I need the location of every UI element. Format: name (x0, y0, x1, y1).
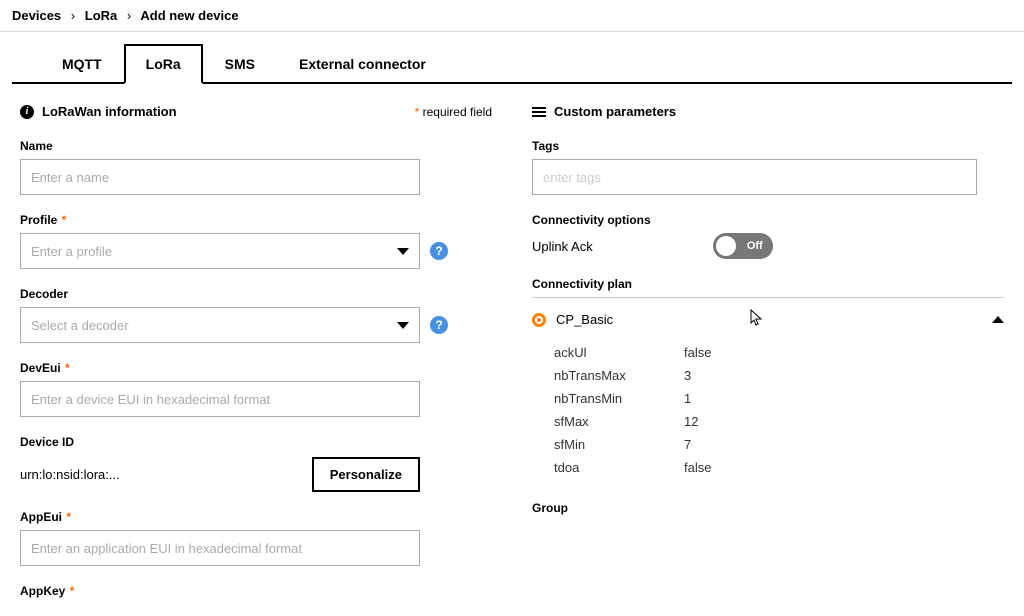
profile-select[interactable]: Enter a profile (20, 233, 420, 269)
uplink-ack-label: Uplink Ack (532, 239, 593, 254)
plan-name: CP_Basic (556, 312, 613, 327)
toggle-off-label: Off (747, 240, 763, 252)
connectivity-plan-label: Connectivity plan (532, 277, 1004, 291)
deviceid-value: urn:lo:nsid:lora:... (20, 467, 120, 482)
breadcrumb-sep: › (127, 8, 131, 23)
tab-mqtt[interactable]: MQTT (40, 44, 124, 84)
breadcrumb-sep: › (71, 8, 75, 23)
lorawan-info-section: i LoRaWan information * required field N… (20, 104, 492, 616)
breadcrumb: Devices › LoRa › Add new device (0, 0, 1024, 32)
appeui-label: AppEui * (20, 510, 492, 524)
tab-sms[interactable]: SMS (203, 44, 277, 84)
plan-details: ackUlfalse nbTransMax3 nbTransMin1 sfMax… (532, 329, 1004, 479)
plan-row: ackUlfalse (554, 341, 1004, 364)
uplink-ack-toggle[interactable]: Off (713, 233, 773, 259)
chevron-down-icon (397, 248, 409, 255)
tags-label: Tags (532, 139, 1004, 153)
group-label: Group (532, 501, 1004, 515)
tab-external-connector[interactable]: External connector (277, 44, 448, 84)
decoder-select[interactable]: Select a decoder (20, 307, 420, 343)
plan-row: nbTransMax3 (554, 364, 1004, 387)
chevron-up-icon (992, 316, 1004, 323)
radio-icon (532, 313, 546, 327)
name-input[interactable] (20, 159, 420, 195)
breadcrumb-item-lora[interactable]: LoRa (85, 8, 118, 23)
deviceid-label: Device ID (20, 435, 492, 449)
connectivity-options-label: Connectivity options (532, 213, 1004, 227)
required-field-legend: * required field (415, 105, 492, 119)
appkey-label: AppKey * (20, 584, 492, 598)
sliders-icon (532, 105, 546, 119)
breadcrumb-item-add: Add new device (140, 8, 238, 23)
help-icon[interactable]: ? (430, 316, 448, 334)
tab-lora[interactable]: LoRa (124, 44, 203, 84)
deveui-input[interactable] (20, 381, 420, 417)
name-label: Name (20, 139, 492, 153)
appeui-input[interactable] (20, 530, 420, 566)
plan-row: tdoafalse (554, 456, 1004, 479)
chevron-down-icon (397, 322, 409, 329)
tabs: MQTT LoRa SMS External connector (12, 42, 1012, 84)
help-icon[interactable]: ? (430, 242, 448, 260)
section-title-lorawan: LoRaWan information (42, 104, 177, 119)
personalize-button[interactable]: Personalize (312, 457, 420, 492)
info-icon: i (20, 105, 34, 119)
decoder-placeholder: Select a decoder (31, 318, 129, 333)
plan-row: sfMin7 (554, 433, 1004, 456)
deveui-label: DevEui * (20, 361, 492, 375)
decoder-label: Decoder (20, 287, 492, 301)
custom-parameters-section: Custom parameters Tags Connectivity opti… (532, 104, 1004, 616)
plan-row: sfMax12 (554, 410, 1004, 433)
plan-row: nbTransMin1 (554, 387, 1004, 410)
connectivity-plan-header[interactable]: CP_Basic (532, 310, 1004, 329)
profile-placeholder: Enter a profile (31, 244, 112, 259)
profile-label: Profile * (20, 213, 492, 227)
breadcrumb-item-devices[interactable]: Devices (12, 8, 61, 23)
tags-input[interactable] (532, 159, 977, 195)
section-title-custom: Custom parameters (554, 104, 676, 119)
